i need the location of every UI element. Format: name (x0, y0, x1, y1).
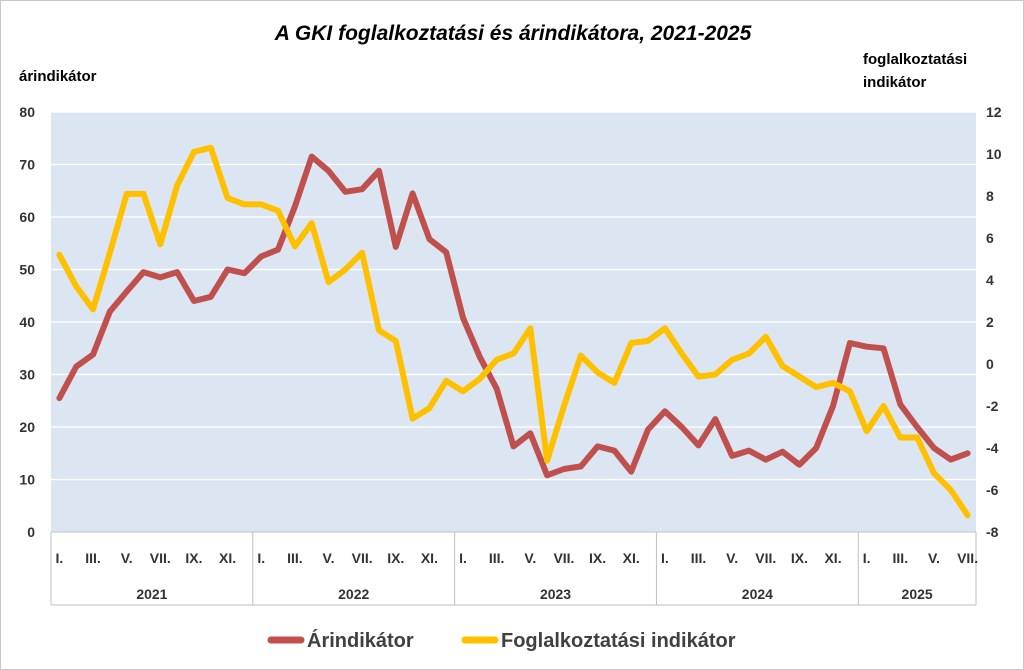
axes: 0 10 20 30 40 50 60 70 80 -8 -6 -4 -2 0 2 4 6 8 10 12 2021 20… (19, 104, 1002, 606)
left-tick-label: 0 (27, 524, 35, 540)
left-tick-label: 20 (19, 419, 35, 435)
employment-indicator-line (56, 144, 971, 519)
month-tick-label: III. (489, 550, 505, 566)
month-tick-label: VII. (755, 550, 776, 566)
year-label: 2023 (540, 586, 571, 602)
month-tick-label: I. (56, 550, 64, 566)
right-tick-label: 2 (986, 314, 994, 330)
series-lines (56, 144, 971, 519)
right-tick-label: -4 (986, 440, 999, 456)
chart-title: A GKI foglalkoztatási és árindikátora, 2… (274, 22, 752, 45)
left-axis-title: árindikátor (19, 68, 97, 85)
left-tick-label: 50 (19, 262, 35, 278)
right-tick-label: 4 (986, 272, 994, 288)
month-tick-label: I. (661, 550, 669, 566)
month-tick-label: XI. (623, 550, 640, 566)
left-tick-label: 30 (19, 367, 35, 383)
year-label: 2021 (136, 586, 167, 602)
month-tick-label: V. (524, 550, 536, 566)
left-tick-label: 60 (19, 209, 35, 225)
month-tick-label: III. (893, 550, 909, 566)
right-tick-label: -2 (986, 398, 999, 414)
month-tick-label: V. (726, 550, 738, 566)
price-indicator-line (56, 153, 971, 479)
month-tick-label: VII. (150, 550, 171, 566)
month-tick-label: IX. (589, 550, 606, 566)
right-tick-label: 12 (986, 104, 1002, 120)
month-tick-label: IX. (387, 550, 404, 566)
month-tick-label: IX. (791, 550, 808, 566)
year-label: 2022 (338, 586, 369, 602)
right-tick-label: 6 (986, 230, 994, 246)
month-tick-label: V. (928, 550, 940, 566)
month-tick-label: XI. (824, 550, 841, 566)
right-tick-label: -6 (986, 482, 999, 498)
left-tick-label: 40 (19, 314, 35, 330)
right-tick-label: -8 (986, 524, 999, 540)
legend-label-employment: Foglalkoztatási indikátor (501, 630, 736, 652)
right-tick-label: 10 (986, 146, 1002, 162)
month-tick-label: I. (257, 550, 265, 566)
right-tick-label: 8 (986, 188, 994, 204)
month-tick-label: VII. (957, 550, 978, 566)
month-tick-label: XI. (421, 550, 438, 566)
year-label: 2024 (742, 586, 773, 602)
month-tick-label: I. (459, 550, 467, 566)
left-tick-label: 80 (19, 104, 35, 120)
month-tick-label: III. (287, 550, 303, 566)
month-tick-label: IX. (185, 550, 202, 566)
right-tick-label: 0 (986, 356, 994, 372)
month-tick-label: VII. (553, 550, 574, 566)
month-tick-label: VII. (352, 550, 373, 566)
month-tick-label: III. (85, 550, 101, 566)
month-tick-label: V. (323, 550, 335, 566)
left-tick-label: 10 (19, 472, 35, 488)
year-label: 2025 (902, 586, 933, 602)
month-tick-label: III. (691, 550, 707, 566)
right-axis-title-line-1: foglalkoztatási (863, 51, 967, 68)
month-tick-label: XI. (219, 550, 236, 566)
legend-label-price: Árindikátor (307, 629, 414, 652)
month-tick-label: I. (863, 550, 871, 566)
legend: Árindikátor Foglalkoztatási indikátor (267, 629, 736, 652)
left-tick-label: 70 (19, 157, 35, 173)
month-tick-label: V. (121, 550, 133, 566)
right-axis-title-line-2: indikátor (863, 74, 927, 91)
